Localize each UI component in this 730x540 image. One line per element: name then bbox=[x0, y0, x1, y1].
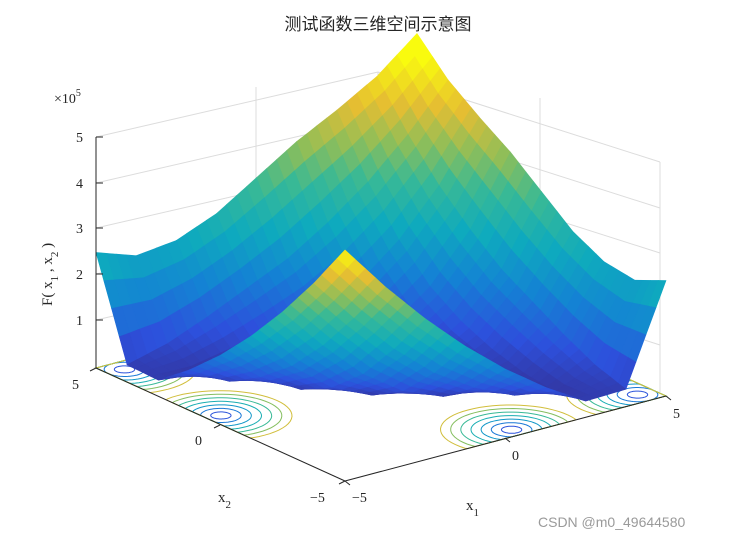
z-axis-label-sub: 2 bbox=[49, 252, 61, 258]
z-tick-label: 2 bbox=[76, 268, 83, 283]
contour-line bbox=[500, 425, 523, 434]
z-tick-label: 3 bbox=[76, 222, 83, 237]
x2-axis-label-main: x bbox=[218, 490, 226, 506]
x1-axis-label-main: x bbox=[466, 498, 474, 514]
contour-line bbox=[616, 387, 659, 403]
z-tick-label: 4 bbox=[76, 177, 83, 192]
watermark: CSDN @m0_49644580 bbox=[538, 514, 686, 530]
contour-line bbox=[210, 411, 232, 420]
x2-tick-label: −5 bbox=[310, 491, 325, 506]
contour-line bbox=[200, 407, 242, 423]
contour-line bbox=[626, 390, 649, 399]
z-multiplier-base: ×10 bbox=[54, 92, 76, 107]
z-axis-label-sub: 1 bbox=[49, 276, 61, 282]
x2-axis-label: x2 bbox=[218, 490, 231, 511]
x1-axis-ticks bbox=[344, 395, 672, 486]
chart-title: 测试函数三维空间示意图 bbox=[285, 15, 472, 35]
x2-axis-label-sub: 2 bbox=[226, 499, 232, 511]
contour-line bbox=[113, 365, 136, 374]
z-axis-ticks bbox=[96, 136, 103, 321]
x1-tick-label: 5 bbox=[673, 407, 680, 422]
z-tick-label: 5 bbox=[76, 131, 83, 146]
z-multiplier-exponent: 5 bbox=[76, 88, 81, 99]
x1-tick-label: −5 bbox=[352, 491, 367, 506]
x2-axis-ticks bbox=[89, 367, 346, 485]
z-multiplier: ×105 bbox=[54, 88, 81, 107]
contour-line bbox=[171, 393, 283, 436]
z-axis-label: F( x1 , x2 ) bbox=[40, 243, 61, 306]
z-tick-label: 1 bbox=[76, 314, 83, 329]
contour-line bbox=[184, 400, 263, 430]
x2-tick-label: 0 bbox=[195, 434, 202, 449]
x1-axis-label-sub: 1 bbox=[474, 507, 480, 519]
z-axis-label-part: , x bbox=[40, 257, 56, 276]
contour-line bbox=[490, 422, 533, 438]
x2-tick-label: 5 bbox=[72, 378, 79, 393]
z-axis-label-part: ) bbox=[40, 243, 56, 252]
x1-axis-label: x1 bbox=[466, 498, 479, 519]
x1-tick-label: 0 bbox=[512, 449, 519, 464]
surface-patch bbox=[336, 249, 356, 268]
surface-mesh bbox=[95, 33, 667, 402]
z-axis-label-part: F( x bbox=[40, 281, 56, 306]
